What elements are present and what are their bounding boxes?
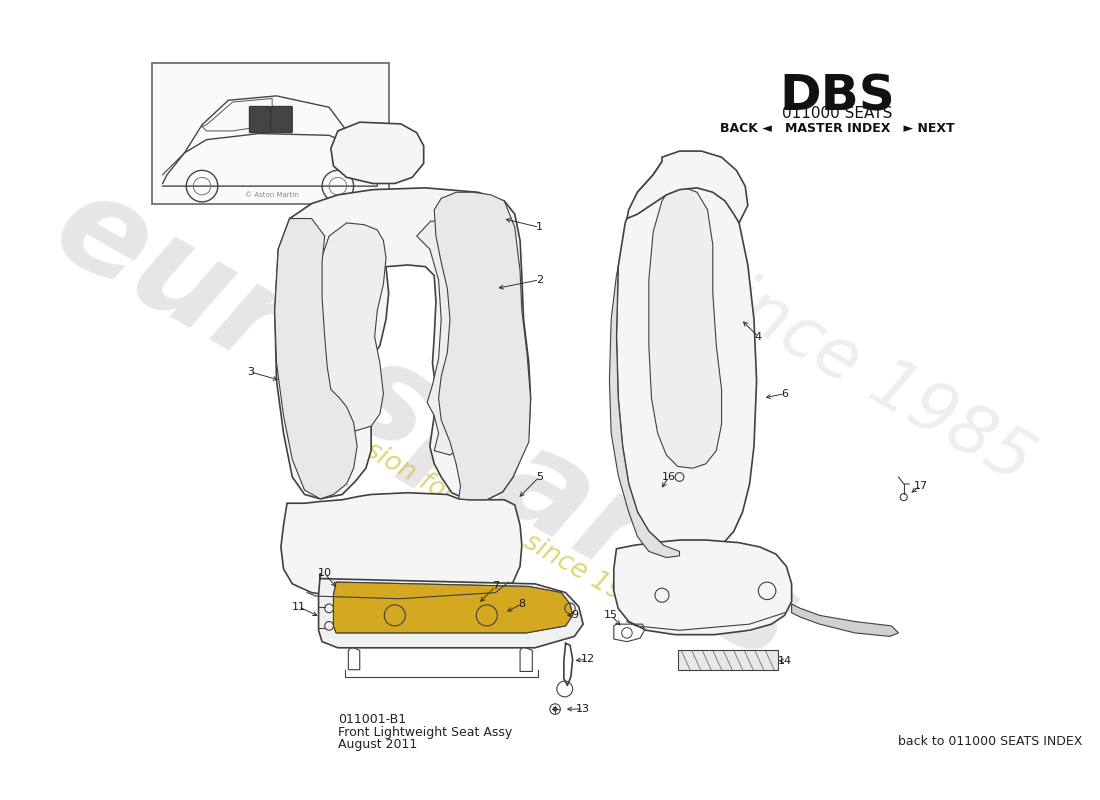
PathPatch shape	[616, 158, 757, 551]
PathPatch shape	[316, 223, 386, 431]
Text: 12: 12	[581, 654, 595, 664]
Text: August 2011: August 2011	[338, 738, 417, 751]
Text: 11: 11	[292, 602, 306, 612]
Bar	[678, 650, 779, 670]
PathPatch shape	[333, 582, 573, 633]
Text: 4: 4	[755, 332, 762, 342]
Text: 011001-B1: 011001-B1	[338, 714, 406, 726]
Text: 3: 3	[246, 367, 254, 377]
Text: 16: 16	[662, 472, 676, 482]
Text: 5: 5	[536, 472, 542, 482]
Text: 8: 8	[518, 599, 526, 609]
Text: 011000 SEATS: 011000 SEATS	[782, 106, 892, 121]
PathPatch shape	[417, 221, 483, 455]
Text: 10: 10	[318, 568, 332, 578]
PathPatch shape	[319, 574, 583, 648]
Circle shape	[553, 707, 557, 711]
Text: 2: 2	[536, 275, 543, 285]
Text: DBS: DBS	[779, 72, 895, 120]
Text: since 1985: since 1985	[682, 248, 1045, 496]
Text: 6: 6	[781, 389, 788, 398]
PathPatch shape	[609, 266, 680, 558]
PathPatch shape	[280, 493, 521, 600]
Text: 1: 1	[536, 222, 542, 232]
Text: 14: 14	[778, 656, 792, 666]
Text: Front Lightweight Seat Assy: Front Lightweight Seat Assy	[338, 726, 513, 738]
Text: 9: 9	[571, 610, 578, 620]
Text: 13: 13	[576, 704, 590, 714]
Text: © Aston Martin: © Aston Martin	[245, 192, 299, 198]
Text: back to 011000 SEATS INDEX: back to 011000 SEATS INDEX	[898, 735, 1082, 748]
Text: BACK ◄   MASTER INDEX   ► NEXT: BACK ◄ MASTER INDEX ► NEXT	[719, 122, 955, 135]
PathPatch shape	[333, 582, 573, 633]
FancyBboxPatch shape	[250, 106, 271, 133]
PathPatch shape	[275, 188, 530, 500]
PathPatch shape	[792, 604, 899, 637]
PathPatch shape	[434, 192, 530, 500]
PathPatch shape	[614, 540, 792, 634]
FancyBboxPatch shape	[272, 106, 293, 133]
Text: 7: 7	[492, 582, 499, 591]
Text: a passion for parts since 1985: a passion for parts since 1985	[299, 401, 657, 623]
Text: 17: 17	[913, 481, 927, 490]
PathPatch shape	[331, 122, 424, 183]
Bar	[152, 63, 388, 204]
PathPatch shape	[627, 151, 748, 223]
Text: 15: 15	[604, 610, 618, 620]
PathPatch shape	[275, 218, 358, 499]
PathPatch shape	[649, 186, 722, 468]
Text: eurospares: eurospares	[32, 161, 818, 688]
